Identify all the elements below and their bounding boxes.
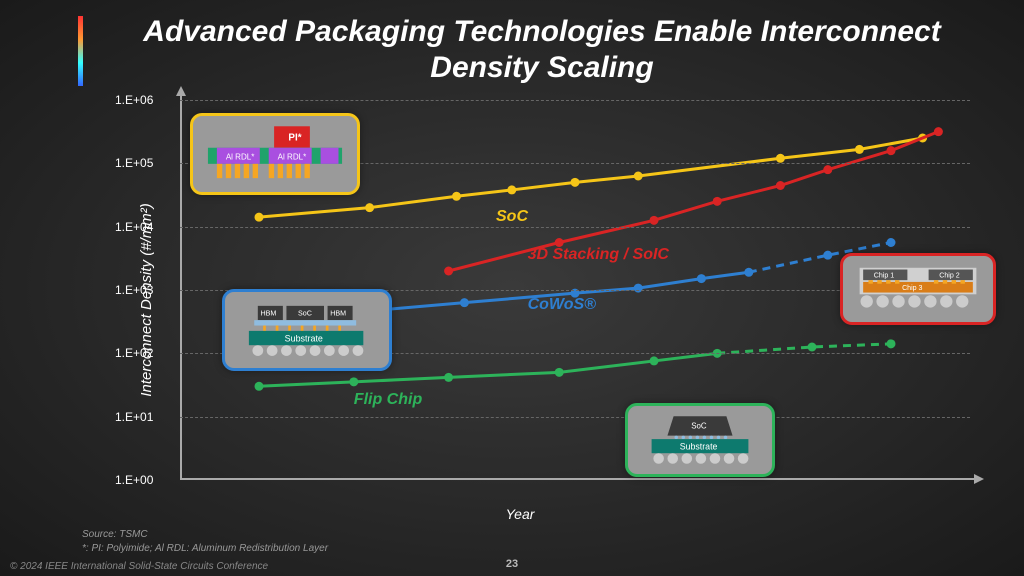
x-axis-label: Year [506, 506, 535, 522]
source-text: Source: TSMC [82, 529, 148, 540]
accent-bar [78, 16, 83, 86]
label-fc-soc: SoC [691, 422, 707, 431]
label-chip3: Chip 3 [902, 285, 922, 292]
callout-soc: PI* Al RDL* Al RDL* [190, 113, 360, 195]
label-rdl2: Al RDL* [278, 152, 307, 161]
page-number: 23 [506, 558, 518, 570]
label-hbm2: HBM [330, 310, 346, 318]
label-chip2: Chip 2 [939, 273, 959, 280]
label-substrate: Substrate [285, 334, 323, 344]
footnote-text: *: PI: Polyimide; Al RDL: Aluminum Redis… [82, 543, 328, 554]
label-soc: SoC [298, 310, 312, 318]
y-axis-arrow [176, 86, 186, 96]
copyright-text: © 2024 IEEE International Solid-State Ci… [10, 561, 268, 572]
label-fc-sub: Substrate [680, 442, 718, 452]
label-pi: PI* [288, 133, 301, 144]
x-axis-arrow [974, 474, 984, 484]
label-chip1: Chip 1 [874, 273, 894, 280]
slide-title: Advanced Packaging Technologies Enable I… [100, 14, 984, 86]
label-hbm1: HBM [261, 310, 277, 318]
callout-cowos: HBM SoC HBM Substrate [222, 289, 392, 371]
callout-soic: Chip 1 Chip 2 Chip 3 [840, 253, 996, 325]
label-rdl1: Al RDL* [226, 152, 255, 161]
callout-flipchip: SoC Substrate [625, 403, 775, 477]
